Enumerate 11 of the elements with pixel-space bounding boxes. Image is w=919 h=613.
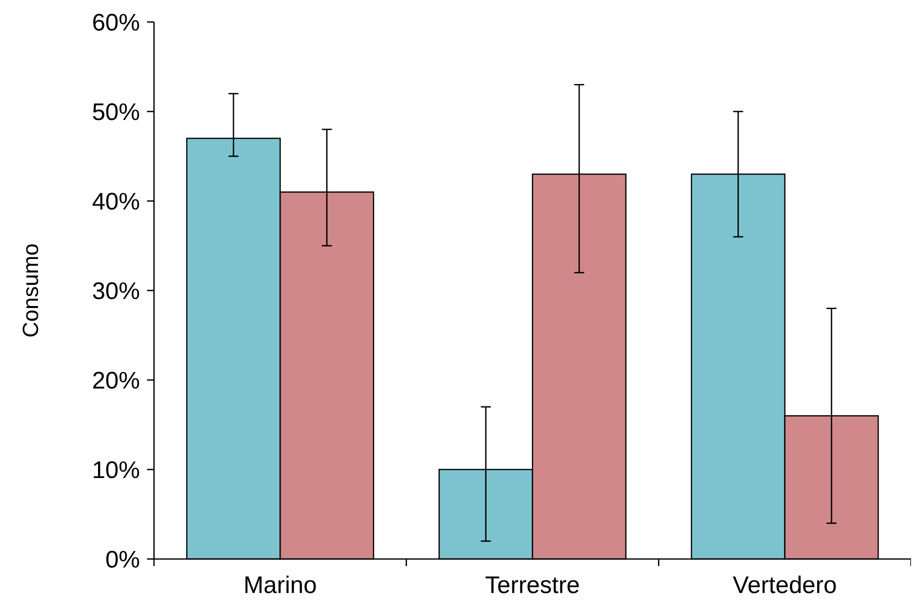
y-axis-title: Consumo [18, 243, 43, 338]
y-tick-label: 0% [105, 546, 140, 574]
y-tick-label: 10% [92, 456, 140, 484]
y-tick-label: 60% [92, 9, 140, 36]
x-tick-label: Vertedero [732, 572, 837, 599]
y-tick-label: 40% [92, 188, 140, 216]
y-tick-label: 30% [92, 278, 140, 305]
y-tick-label: 20% [92, 367, 140, 394]
x-tick-label: Terrestre [485, 572, 580, 599]
x-tick-label: Marino [243, 572, 317, 599]
y-tick-label: 50% [92, 98, 140, 126]
